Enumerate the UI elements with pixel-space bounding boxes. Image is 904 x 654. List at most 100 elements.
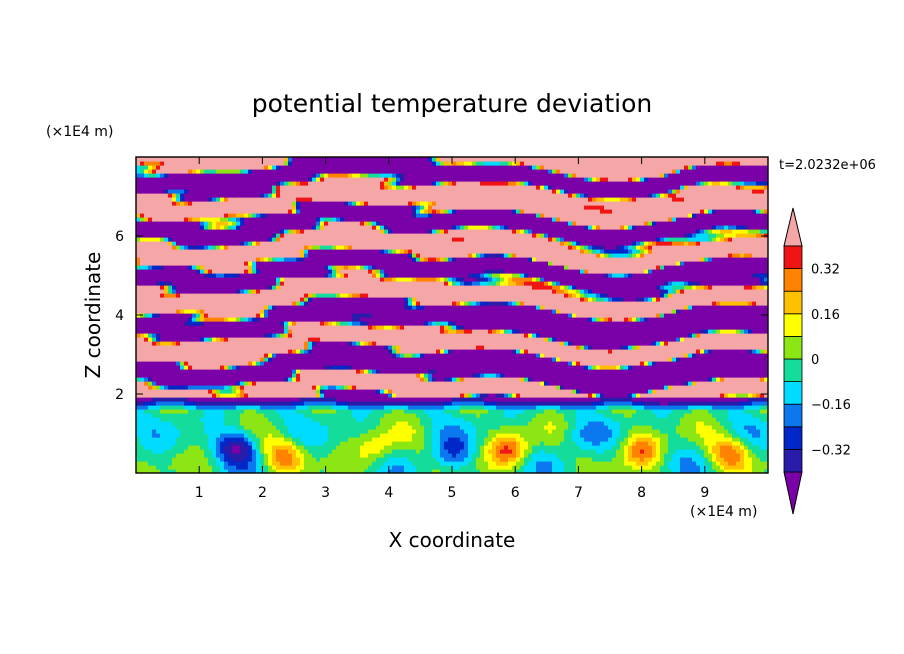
field-cell bbox=[224, 357, 229, 362]
field-cell bbox=[448, 349, 453, 354]
field-cell bbox=[152, 469, 157, 473]
field-cell bbox=[728, 365, 733, 370]
field-cell bbox=[212, 385, 217, 390]
field-cell bbox=[744, 385, 749, 390]
field-cell bbox=[552, 449, 557, 454]
field-cell bbox=[212, 361, 217, 366]
field-cell bbox=[520, 377, 525, 382]
field-cell bbox=[596, 413, 601, 418]
field-cell bbox=[436, 421, 441, 426]
field-cell bbox=[208, 409, 213, 414]
field-cell bbox=[672, 385, 677, 390]
field-cell bbox=[500, 457, 505, 462]
field-cell bbox=[384, 441, 389, 446]
field-cell bbox=[244, 437, 249, 442]
field-cell bbox=[680, 417, 685, 422]
field-cell bbox=[620, 409, 625, 414]
field-cell bbox=[624, 469, 629, 473]
field-cell bbox=[664, 413, 669, 418]
field-cell bbox=[448, 457, 453, 462]
field-cell bbox=[236, 401, 241, 406]
field-cell bbox=[460, 361, 465, 366]
field-cell bbox=[504, 405, 509, 410]
field-cell bbox=[392, 437, 397, 442]
field-cell bbox=[456, 425, 461, 430]
field-cell bbox=[420, 385, 425, 390]
field-cell bbox=[240, 369, 245, 374]
field-cell bbox=[308, 441, 313, 446]
field-cell bbox=[416, 425, 421, 430]
field-cell bbox=[384, 449, 389, 454]
field-cell bbox=[484, 441, 489, 446]
field-cell bbox=[268, 425, 273, 430]
field-cell bbox=[520, 433, 525, 438]
field-cell bbox=[740, 405, 745, 410]
field-cell bbox=[156, 425, 161, 430]
field-cell bbox=[196, 357, 201, 362]
field-cell bbox=[280, 369, 285, 374]
field-cell bbox=[392, 441, 397, 446]
field-cell bbox=[328, 453, 333, 458]
field-cell bbox=[352, 369, 357, 374]
field-cell bbox=[200, 373, 205, 378]
field-cell bbox=[204, 437, 209, 442]
field-cell bbox=[544, 465, 549, 470]
field-cell bbox=[620, 389, 625, 394]
field-cell bbox=[192, 437, 197, 442]
field-cell bbox=[712, 461, 717, 466]
field-cell bbox=[528, 417, 533, 422]
field-cell bbox=[324, 453, 329, 458]
field-cell bbox=[504, 381, 509, 386]
field-cell bbox=[144, 437, 149, 442]
field-cell bbox=[612, 409, 617, 414]
field-cell bbox=[604, 425, 609, 430]
field-cell bbox=[196, 393, 201, 398]
field-cell bbox=[504, 409, 509, 414]
field-cell bbox=[644, 429, 649, 434]
field-cell bbox=[328, 449, 333, 454]
field-cell bbox=[504, 441, 509, 446]
field-cell bbox=[528, 369, 533, 374]
field-cell bbox=[252, 405, 257, 410]
field-cell bbox=[592, 361, 597, 366]
field-cell bbox=[316, 409, 321, 414]
field-cell bbox=[344, 397, 349, 402]
field-cell bbox=[608, 449, 613, 454]
field-cell bbox=[704, 417, 709, 422]
field-cell bbox=[552, 369, 557, 374]
field-cell bbox=[676, 401, 681, 406]
field-cell bbox=[528, 385, 533, 390]
field-cell bbox=[276, 469, 281, 473]
field-cell bbox=[260, 345, 265, 350]
field-cell bbox=[588, 365, 593, 370]
field-cell bbox=[472, 393, 477, 398]
field-cell bbox=[616, 469, 621, 473]
field-cell bbox=[756, 369, 761, 374]
field-cell bbox=[356, 401, 361, 406]
field-cell bbox=[436, 433, 441, 438]
field-cell bbox=[516, 373, 521, 378]
field-cell bbox=[496, 389, 501, 394]
field-cell bbox=[480, 349, 485, 354]
field-cell bbox=[632, 417, 637, 422]
field-cell bbox=[564, 365, 569, 370]
field-cell bbox=[636, 429, 641, 434]
field-cell bbox=[276, 389, 281, 394]
field-cell bbox=[320, 437, 325, 442]
field-cell bbox=[748, 417, 753, 422]
field-cell bbox=[432, 461, 437, 466]
field-cell bbox=[272, 369, 277, 374]
field-cell bbox=[496, 353, 501, 358]
field-cell bbox=[736, 421, 741, 426]
field-cell bbox=[532, 469, 537, 473]
field-cell bbox=[724, 469, 729, 473]
field-cell bbox=[432, 421, 437, 426]
field-cell bbox=[152, 461, 157, 466]
field-cell bbox=[508, 389, 513, 394]
field-cell bbox=[140, 441, 145, 446]
field-cell bbox=[684, 413, 689, 418]
field-cell bbox=[136, 445, 141, 450]
field-cell bbox=[564, 369, 569, 374]
field-cell bbox=[572, 381, 577, 386]
field-cell bbox=[408, 441, 413, 446]
